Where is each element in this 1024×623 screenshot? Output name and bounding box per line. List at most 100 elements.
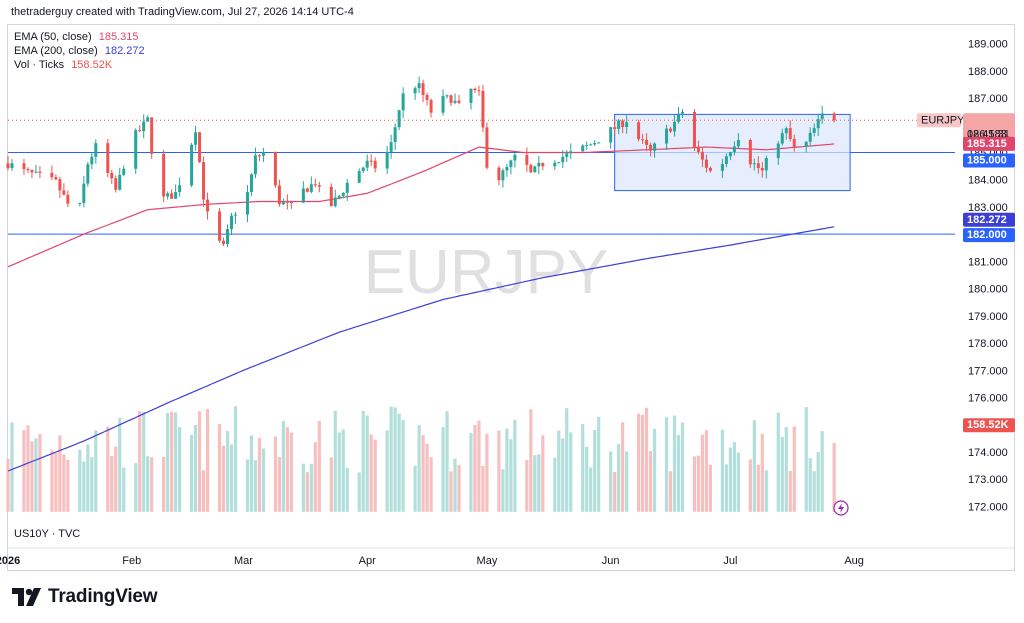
candle-135: [760, 167, 764, 171]
candle-47: [273, 151, 277, 186]
candle-80: [453, 100, 457, 103]
y-tick-label-2: 174.000: [968, 447, 1008, 459]
candle-27: [162, 153, 166, 197]
volume-bar-18: [110, 455, 114, 512]
candle-130: [732, 146, 736, 153]
candle-91: [513, 154, 517, 161]
candle-45: [257, 155, 261, 157]
candle-71: [401, 93, 405, 111]
volume-bar-32: [189, 434, 194, 512]
candle-38: [222, 240, 226, 245]
legend-ema50[interactable]: EMA (50, close) 185.315: [14, 31, 138, 43]
volume-bar-126: [708, 464, 713, 512]
legend-volume[interactable]: Vol · Ticks 158.52K: [14, 59, 112, 71]
volume-bar-96: [541, 435, 545, 512]
subchart-label[interactable]: US10Y · TVC: [14, 528, 81, 540]
legend-ema200[interactable]: EMA (200, close) 182.272: [14, 45, 145, 57]
candle-39: [226, 229, 230, 245]
volume-bar-140: [788, 470, 792, 512]
y-tick-label-11: 183.000: [968, 202, 1008, 214]
volume-bar-40: [229, 444, 234, 512]
candle-85: [481, 90, 485, 128]
candle-96: [541, 162, 545, 167]
volume-bar-134: [756, 464, 760, 512]
candle-83: [473, 88, 477, 91]
candle-92: [525, 154, 529, 165]
y-tick-label-7: 179.000: [968, 311, 1008, 323]
candle-29: [170, 193, 174, 199]
candle-37: [218, 211, 222, 241]
volume-bar-67: [385, 430, 389, 512]
candle-108: [613, 127, 617, 129]
candle-143: [808, 132, 812, 142]
volume-bar-132: [748, 459, 752, 512]
volume-bar-15: [90, 457, 94, 512]
candle-79: [449, 95, 453, 103]
candle-2: [22, 163, 26, 170]
volume-bar-14: [86, 444, 90, 512]
last-price-label-bg: [963, 113, 1015, 142]
candle-110: [621, 120, 625, 128]
volume-bar-25: [146, 456, 150, 512]
candle-146: [820, 113, 824, 120]
volume-bar-146: [820, 431, 824, 512]
brand-name: TradingView: [48, 586, 158, 607]
volume-bar-89: [505, 428, 509, 512]
volume-bar-79: [449, 471, 453, 512]
candle-113: [641, 139, 645, 141]
volume-bar-74: [421, 435, 425, 512]
candle-125: [704, 159, 708, 168]
price-labels: EURJPY186.18302:45:31185.315185.000182.2…: [833, 113, 1015, 516]
volume-bar-77: [441, 427, 445, 512]
volume-bar-59: [337, 432, 341, 512]
volume-bar-46: [261, 448, 266, 512]
y-tick-label-15: 187.000: [968, 93, 1008, 105]
time-axis[interactable]: 2026 Feb Mar Apr May Jun Jul Aug: [0, 547, 1014, 567]
volume-bar-9: [58, 435, 62, 512]
volume-bar-6: [38, 434, 42, 512]
volume-bar-57: [329, 457, 333, 512]
candle-68: [389, 142, 393, 152]
candle-128: [724, 156, 728, 165]
tradingview-logo[interactable]: TradingView: [12, 586, 158, 608]
candle-53: [305, 188, 309, 192]
y-tick-label-17: 189.000: [968, 39, 1008, 51]
volume-bar-130: [732, 442, 736, 512]
price-axis[interactable]: 172.000173.000174.000175.000176.000177.0…: [968, 39, 1008, 514]
candle-132: [748, 139, 752, 165]
volume-bar-83: [473, 424, 477, 512]
ema200-price-label-bg: [963, 212, 1015, 227]
ema50-price-label: 185.315: [967, 138, 1007, 150]
candle-123: [696, 146, 700, 152]
candle-49: [281, 201, 285, 205]
indicator-lines: [7, 113, 955, 472]
volume-bar-104: [589, 467, 593, 512]
volume-bar-35: [201, 470, 206, 512]
volume-bar-133: [752, 420, 756, 512]
volume-bar-87: [497, 430, 501, 512]
volume-bar-24: [142, 411, 146, 512]
volume-bar-131: [736, 452, 740, 512]
volume-bar-107: [609, 451, 613, 512]
volume-bar-19: [114, 446, 118, 512]
volume-bar-1: [10, 422, 14, 512]
volume-bar-76: [429, 457, 433, 512]
volume-bar-17: [106, 426, 110, 512]
volume-bar-121: [680, 422, 685, 512]
y-tick-label-9: 181.000: [968, 256, 1008, 268]
candle-81: [457, 100, 461, 103]
candle-94: [533, 166, 537, 173]
candle-137: [776, 143, 780, 159]
volume-bar-81: [457, 464, 461, 512]
legend-volume-value: 158.52K: [71, 59, 113, 71]
candle-77: [441, 96, 445, 113]
candle-50: [285, 201, 289, 203]
volume-bar-138: [780, 436, 784, 512]
volume-bar-68: [389, 406, 393, 512]
volume-bar-42: [245, 459, 250, 512]
candle-64: [365, 160, 369, 168]
candle-99: [561, 156, 565, 163]
hline-185-label: 185.000: [967, 155, 1007, 167]
volume-last-label-bg: [963, 418, 1015, 433]
